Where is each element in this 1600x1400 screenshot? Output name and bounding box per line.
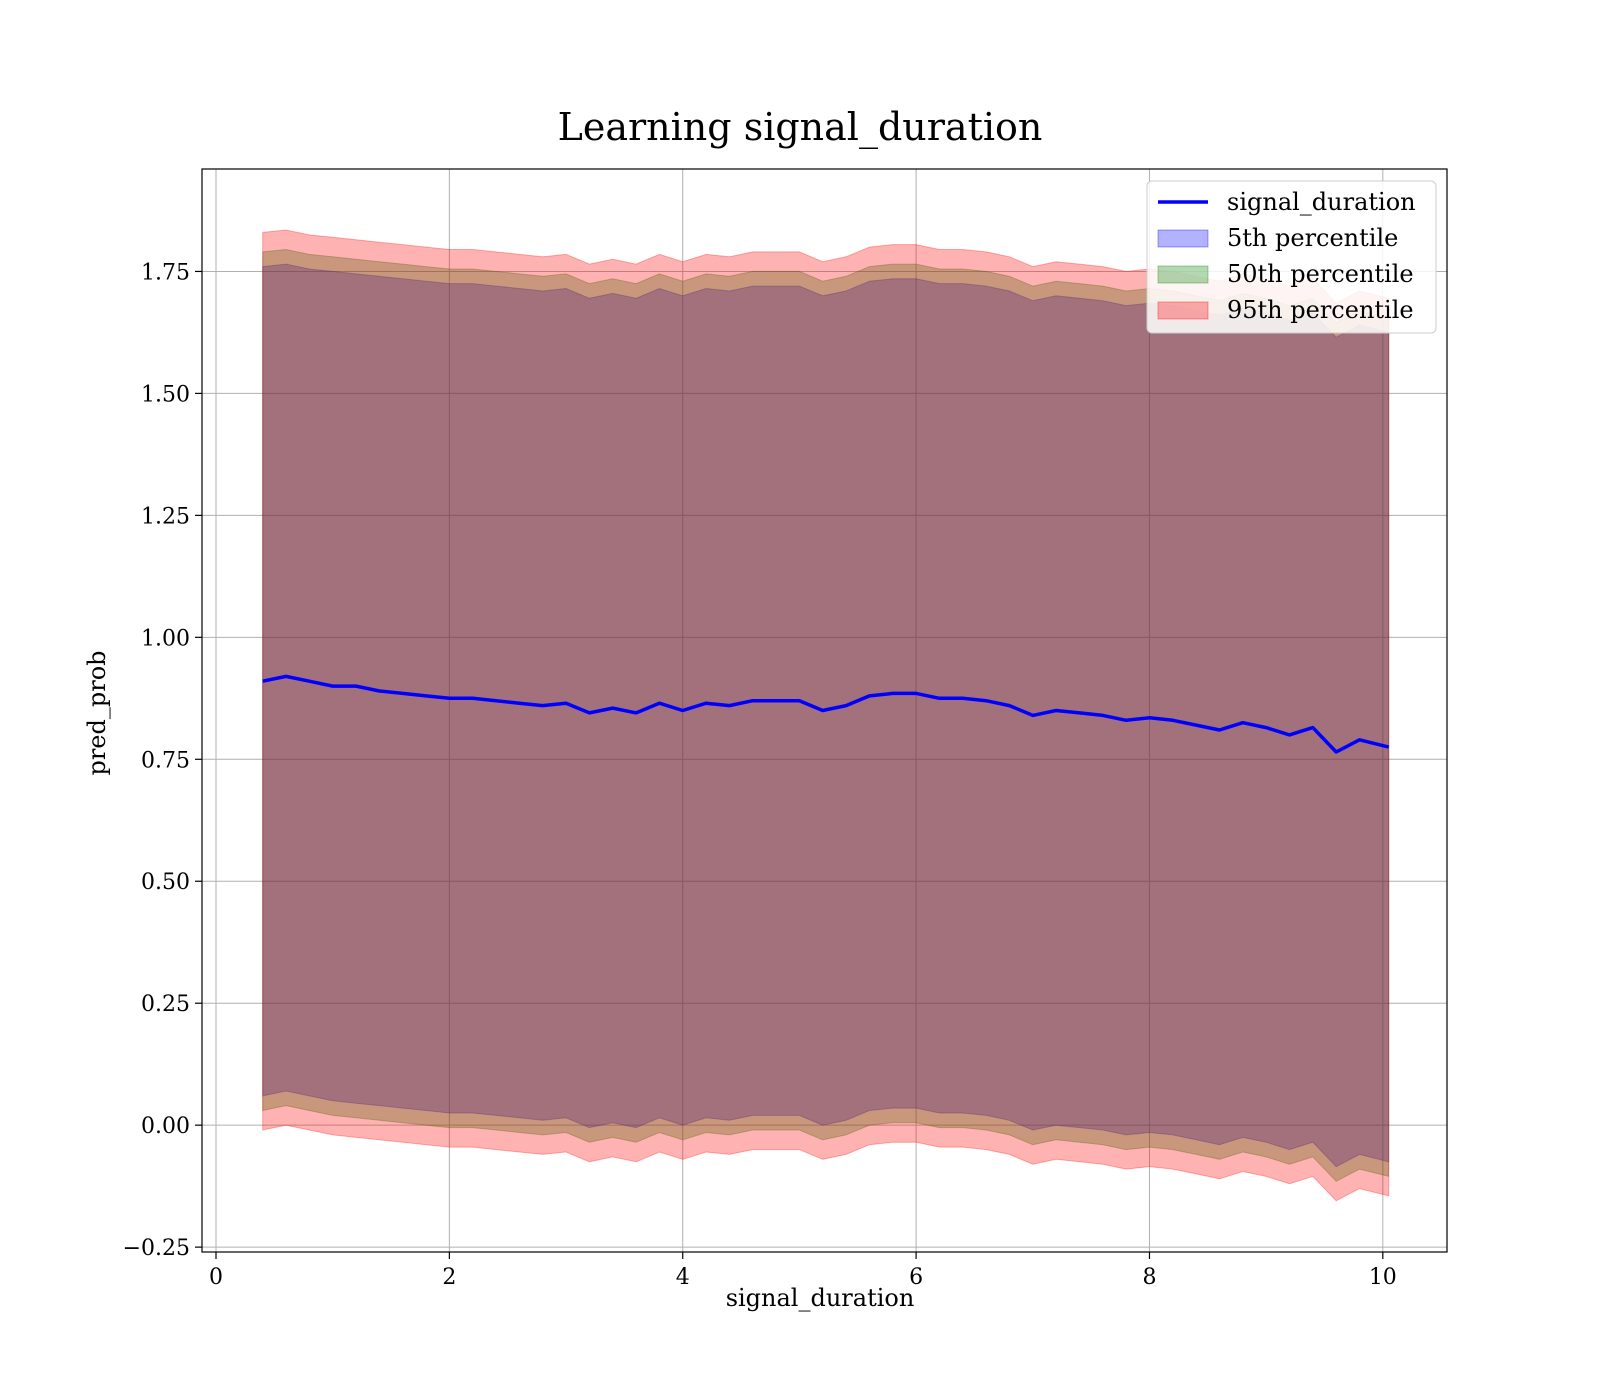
x-axis-label: signal_duration: [726, 1284, 915, 1312]
chart-title: Learning signal_duration: [558, 105, 1043, 150]
x-tick-label: 0: [209, 1265, 223, 1290]
y-tick-label: 0.25: [141, 992, 190, 1017]
grid-lines: [202, 169, 1447, 1252]
legend: signal_duration 5th percentile 50th percen…: [1146, 180, 1437, 334]
y-tick-label: 0.50: [141, 870, 190, 895]
legend-swatch-95th-percentile: [1157, 301, 1209, 320]
x-tick-label: 6: [909, 1265, 923, 1290]
x-tick-label: 2: [442, 1265, 456, 1290]
x-tick-label: 8: [1142, 1265, 1156, 1290]
y-tick-label: 1.00: [141, 626, 190, 651]
y-tick-label: 1.75: [141, 260, 190, 285]
x-tick-label: 4: [676, 1265, 690, 1290]
series-line-signal-duration: [262, 674, 1390, 754]
legend-box: [1146, 180, 1437, 334]
y-tick-label: 1.50: [141, 382, 190, 407]
y-tick-label: 1.25: [141, 504, 190, 529]
band-50th-percentile: [262, 248, 1390, 1182]
y-tick-label: 0.00: [141, 1114, 190, 1139]
band-95th-percentile: [262, 229, 1390, 1202]
legend-label: 50th percentile: [1227, 260, 1414, 288]
legend-label: signal_duration: [1227, 188, 1416, 216]
plot-frame: [201, 168, 1448, 1253]
y-tick-label: −0.25: [123, 1236, 190, 1261]
legend-label: 95th percentile: [1227, 296, 1414, 324]
x-axis-ticks: 0 2 4 6 8 10: [209, 1252, 1397, 1290]
legend-swatch-5th-percentile: [1157, 229, 1209, 248]
percentile-bands: [262, 229, 1390, 1202]
band-5th-percentile: [262, 263, 1390, 1168]
y-axis-label: pred_prob: [83, 650, 111, 775]
signal-line: [262, 674, 1390, 754]
legend-label: 5th percentile: [1227, 224, 1398, 252]
legend-swatch-50th-percentile: [1157, 265, 1209, 284]
y-axis-ticks: −0.25 0.00 0.25 0.50 0.75 1.00 1.25 1.50 1.75: [123, 260, 202, 1261]
x-tick-label: 10: [1369, 1265, 1397, 1290]
y-tick-label: 0.75: [141, 748, 190, 773]
